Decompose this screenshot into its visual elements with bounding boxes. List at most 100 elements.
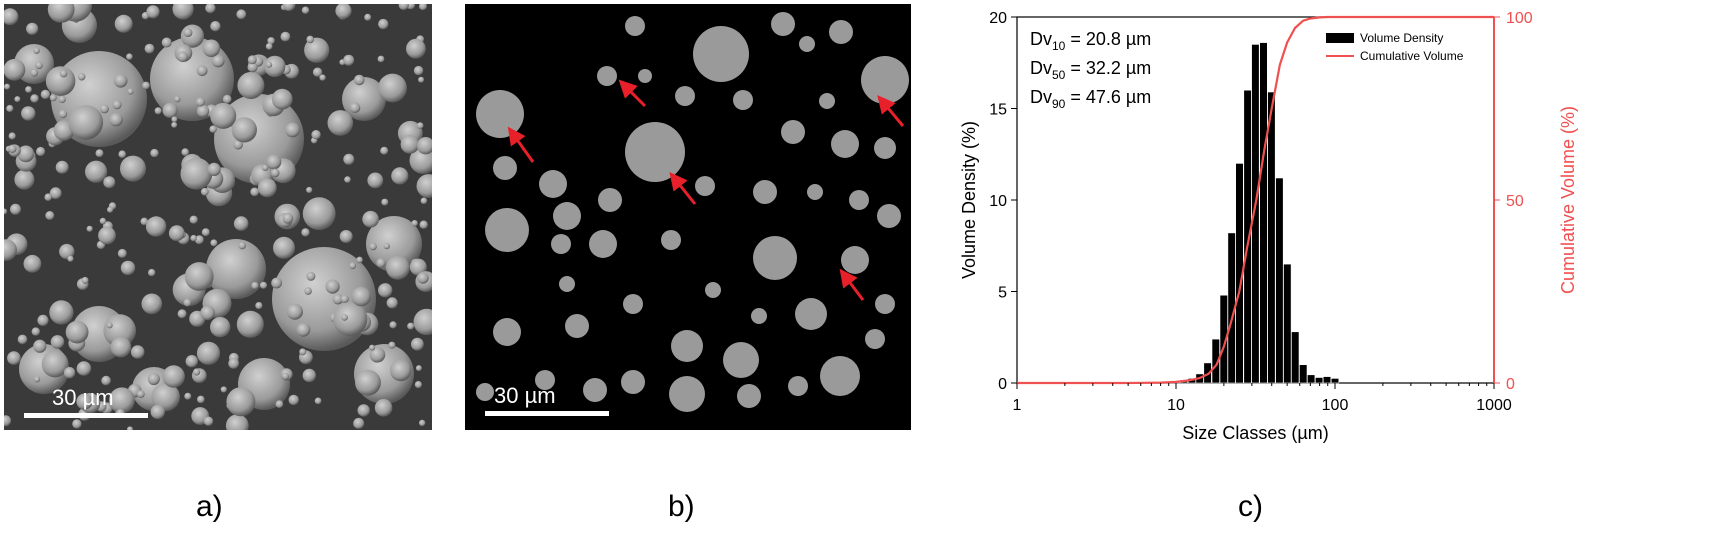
particle [419, 4, 427, 11]
particle [162, 365, 185, 388]
particle-cross-section [638, 69, 652, 83]
particle [109, 387, 135, 414]
particle [247, 62, 258, 73]
particle-cross-section [493, 156, 517, 180]
panel-caption-b: b) [668, 490, 695, 523]
particle [174, 95, 181, 103]
particle-cross-section [598, 188, 622, 212]
dv-annotation: Dv90 = 47.6 µm [1030, 87, 1151, 111]
particle-cross-section [831, 130, 859, 158]
particle [196, 65, 208, 77]
particle [416, 174, 432, 198]
scale-bar-b [485, 411, 609, 416]
particle [281, 372, 289, 380]
particle [267, 37, 275, 45]
particle [273, 236, 295, 259]
bar [1259, 42, 1268, 384]
particle [416, 122, 424, 129]
y-tick-label: 0 [998, 376, 1007, 393]
particle-cross-section [583, 378, 607, 402]
particle [210, 102, 237, 129]
particle [236, 9, 247, 20]
bar [1291, 331, 1300, 384]
particle [271, 277, 282, 289]
particle [413, 65, 424, 76]
particle [420, 197, 428, 205]
particle-cross-section [671, 330, 703, 362]
particle-cross-section [733, 90, 753, 110]
particle [4, 83, 11, 90]
particle [103, 176, 116, 189]
particle [200, 305, 215, 321]
particle-cross-section [476, 383, 494, 401]
particle [419, 220, 428, 229]
y-tick-label: 20 [989, 10, 1007, 27]
particle [180, 157, 213, 190]
particle [391, 167, 409, 185]
particle [383, 242, 390, 250]
bar [1267, 91, 1276, 384]
particle [76, 361, 92, 376]
particle-cross-section [865, 329, 885, 349]
x-tick-label: 1000 [1476, 397, 1512, 414]
particle [148, 268, 156, 277]
x-tick-label: 1 [1013, 397, 1022, 414]
particle [25, 86, 32, 93]
particle [40, 89, 51, 100]
bar [1322, 376, 1332, 384]
particle-cross-section [820, 356, 860, 396]
particle [262, 164, 269, 171]
particle-cross-section [829, 20, 853, 44]
particle [118, 150, 126, 158]
particle-cross-section [589, 230, 617, 258]
particle-cross-section [799, 36, 815, 52]
particle-cross-section [625, 122, 685, 182]
particle [400, 135, 420, 154]
particle [210, 316, 231, 338]
particle [30, 68, 39, 77]
particle-cross-section [539, 170, 567, 198]
particle [151, 382, 180, 412]
particle [196, 341, 221, 365]
particle [314, 397, 322, 405]
particle [250, 187, 260, 197]
particle [4, 415, 12, 427]
particle [49, 187, 62, 200]
particle [414, 381, 422, 389]
particle [354, 74, 365, 86]
particle [200, 187, 209, 196]
bar [1314, 377, 1324, 384]
bar [1330, 378, 1340, 384]
particle [231, 117, 257, 143]
particle-cross-section [559, 276, 575, 292]
particle-cross-section [737, 384, 761, 408]
particle [194, 235, 204, 245]
particle [319, 74, 326, 81]
particle [4, 8, 19, 26]
particle-cross-section [781, 120, 805, 144]
particle-cross-section [841, 246, 869, 274]
particle [107, 206, 114, 213]
pore-arrow [507, 126, 535, 163]
particle-cross-section [661, 230, 681, 250]
particle [362, 210, 379, 228]
y-tick-label: 10 [989, 193, 1007, 210]
particle [98, 226, 116, 245]
particle [209, 125, 217, 133]
dv-annotation: Dv10 = 20.8 µm [1030, 29, 1151, 53]
particle [266, 61, 273, 68]
particle-cross-section [861, 56, 909, 104]
particle [351, 286, 372, 307]
particle [35, 61, 43, 70]
particle [63, 367, 76, 379]
particle [171, 116, 178, 123]
particle [406, 38, 426, 59]
particle [86, 225, 93, 232]
particle [150, 404, 165, 420]
particle [77, 72, 86, 81]
particle-cross-section [723, 342, 759, 378]
particle [172, 4, 194, 20]
particle [17, 145, 35, 163]
particle-cross-section [875, 294, 895, 314]
particle [120, 260, 136, 276]
